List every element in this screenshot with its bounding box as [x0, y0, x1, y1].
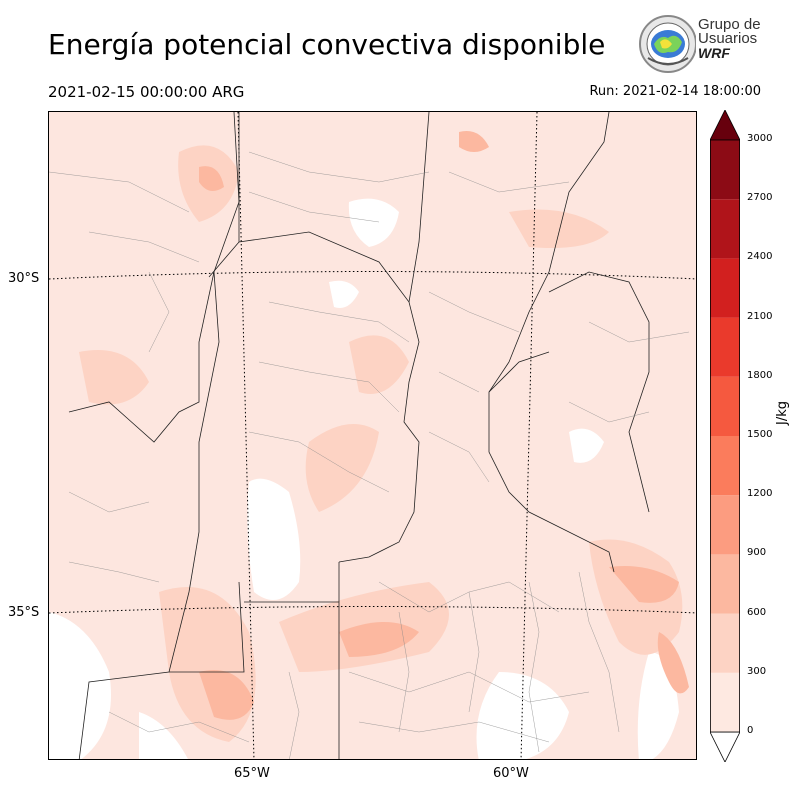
- grupo-usuarios-wrf-logo: Grupo de Usuarios WRF: [638, 14, 768, 76]
- lat-label-35s: 35°S: [8, 605, 40, 620]
- colorbar-unit: J/kg: [775, 401, 790, 425]
- colorbar-tick-label: 1500: [747, 429, 773, 440]
- high-cape-areas: [199, 131, 689, 720]
- colorbar-bin: [710, 376, 740, 436]
- colorbar: [710, 110, 740, 762]
- colorbar-bin: [710, 199, 740, 259]
- lon-label-65w: 65°W: [234, 766, 270, 781]
- colorbar-frame: [710, 139, 740, 733]
- colorbar-bin: [710, 258, 740, 318]
- graticule: [49, 112, 696, 759]
- colorbar-tick-label: 2700: [747, 192, 773, 204]
- logo-line1: Grupo de: [698, 16, 761, 33]
- chart-title: Energía potencial convectiva disponible: [48, 28, 606, 61]
- colorbar-bin: [710, 672, 740, 732]
- colorbar-tick-label: 1800: [747, 369, 773, 381]
- low-cape-areas: [49, 198, 679, 759]
- colorbar-bin: [710, 317, 740, 377]
- colorbar-bin: [710, 554, 740, 614]
- valid-time: 2021-02-15 00:00:00 ARG: [48, 83, 245, 101]
- colorbar-tick-label: 300: [747, 665, 767, 677]
- map-canvas: [49, 112, 696, 759]
- colorbar-tick-label: 2400: [747, 251, 773, 263]
- colorbar-tick-label: 3000: [747, 133, 773, 144]
- colorbar-bin: [710, 613, 740, 673]
- colorbar-tick-label: 1200: [747, 488, 773, 500]
- colorbar-bin: [710, 436, 740, 496]
- colorbar-bin: [710, 495, 740, 555]
- logo-line3: WRF: [698, 45, 730, 61]
- logo-line2: Usuarios: [698, 30, 758, 47]
- lat-label-30s: 30°S: [8, 271, 40, 286]
- department-borders: [49, 151, 690, 759]
- colorbar-tick-label: 900: [747, 547, 767, 559]
- cape-map: [48, 111, 697, 760]
- run-time: Run: 2021-02-14 18:00:00: [589, 84, 761, 99]
- colorbar-extend-min: [710, 731, 740, 762]
- colorbar-tick-label: 0: [747, 725, 754, 736]
- colorbar-tick-label: 600: [747, 606, 767, 618]
- colorbar-extend-max: [710, 110, 740, 141]
- logo-emblem-icon: [639, 15, 697, 73]
- province-borders: [68, 112, 650, 759]
- lon-label-60w: 60°W: [493, 766, 529, 781]
- colorbar-tick-label: 2100: [747, 310, 773, 322]
- colorbar-bin: [710, 140, 740, 200]
